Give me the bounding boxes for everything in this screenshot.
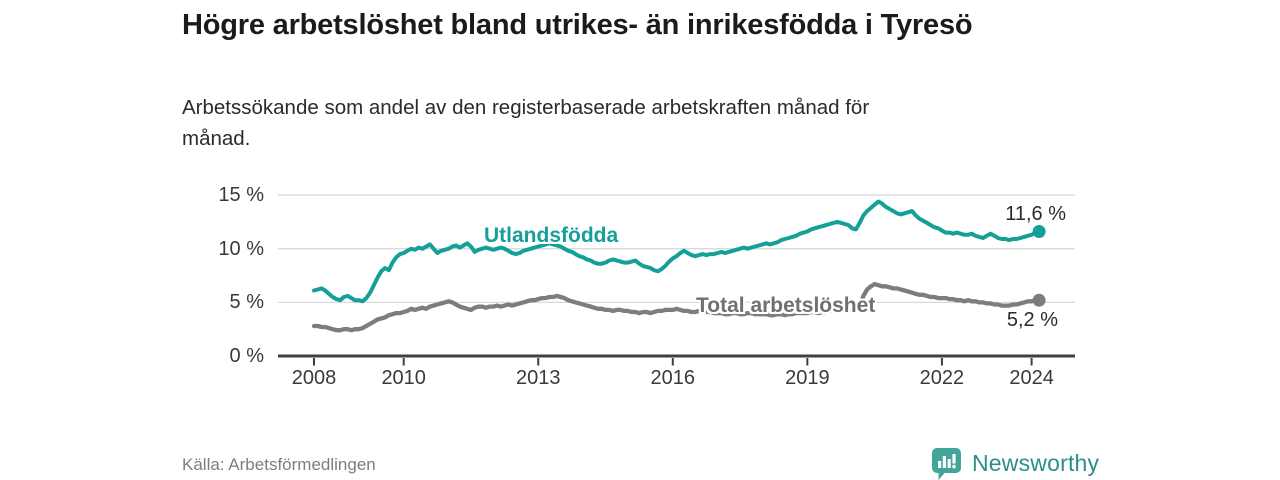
end-value-label-total: 5,2 %	[1006, 309, 1058, 331]
x-tick-label: 2016	[650, 367, 696, 389]
y-tick-label: 5 %	[229, 291, 264, 314]
series-label-total: Total arbetslöshet	[696, 294, 876, 317]
end-value-label-utlandsfodda: 11,6 %	[1005, 203, 1066, 225]
x-tick-label: 2024	[1009, 367, 1054, 389]
y-tick-label: 10 %	[218, 237, 264, 260]
chart-title: Högre arbetslöshet bland utrikes- än inr…	[182, 9, 973, 41]
x-axis	[278, 354, 1075, 366]
series-lines	[311, 199, 1042, 333]
series-end-dot	[1032, 293, 1046, 307]
x-tick-label: 2022	[919, 367, 965, 389]
newsworthy-icon	[932, 448, 961, 480]
series-end-dot	[1032, 225, 1046, 238]
newsworthy-wordmark: Newsworthy	[972, 449, 1100, 476]
series-end-dots	[1032, 225, 1046, 307]
series-line-total	[311, 281, 1042, 333]
y-tick-label: 0 %	[229, 345, 264, 367]
x-tick-label: 2013	[516, 367, 561, 389]
y-tick-label: 15 %	[218, 184, 264, 207]
series-label-utlandsfodda: Utlandsfödda	[484, 224, 619, 247]
x-tick-label: 2008	[291, 367, 337, 389]
source-note: Källa: Arbetsförmedlingen	[182, 455, 376, 474]
series-line-utlandsfodda	[312, 199, 1042, 304]
x-tick-label: 2019	[785, 367, 830, 389]
chart-subtitle: Arbetssökande som andel av den registerb…	[182, 96, 870, 150]
x-tick-label: 2010	[381, 367, 426, 389]
newsworthy-logo: Newsworthy	[930, 446, 1099, 480]
